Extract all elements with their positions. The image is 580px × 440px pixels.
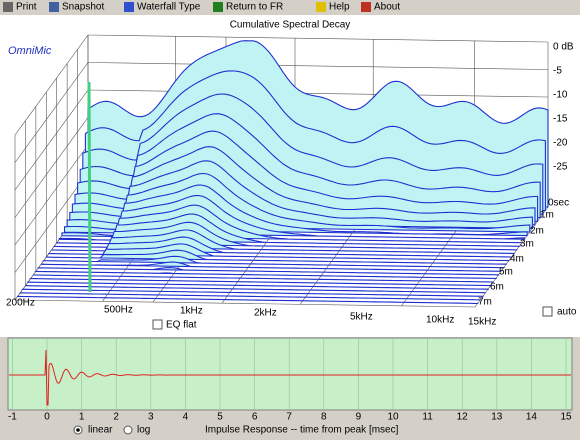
mode-log[interactable]: log <box>137 425 150 436</box>
toolbar-item[interactable]: About <box>374 2 400 13</box>
decay-slice <box>48 243 510 262</box>
impulse-x-label: 2 <box>113 412 119 423</box>
impulse-x-label: 12 <box>457 412 469 423</box>
time-label: 0sec <box>548 198 569 209</box>
mode-linear[interactable]: linear <box>88 425 113 436</box>
impulse-trace <box>9 349 571 406</box>
db-label: -15 <box>553 114 568 125</box>
impulse-x-label: 15 <box>560 412 572 423</box>
time-label: 3m <box>520 239 534 250</box>
marker-line <box>87 81 92 293</box>
impulse-x-label: 4 <box>183 412 189 423</box>
impulse-x-label: 1 <box>79 412 85 423</box>
radio-log[interactable] <box>123 425 133 435</box>
time-label: 2m <box>530 226 544 237</box>
impulse-x-label: 6 <box>252 412 258 423</box>
time-label: 1m <box>540 210 554 221</box>
time-label: 7m <box>478 297 492 308</box>
impulse-x-label: 10 <box>387 412 399 423</box>
decay-slice <box>28 278 493 287</box>
impulse-x-label: 13 <box>491 412 503 423</box>
decay-slice <box>26 281 490 290</box>
auto-label[interactable]: auto <box>557 307 577 318</box>
freq-label: 5kHz <box>350 312 373 323</box>
freq-label: 1kHz <box>180 306 203 317</box>
radio-dot <box>76 428 80 432</box>
freq-label: 200Hz <box>6 298 35 309</box>
time-label: 4m <box>510 254 524 265</box>
toolbar-item[interactable]: Snapshot <box>62 2 104 13</box>
impulse-x-label: 5 <box>217 412 223 423</box>
side-grid <box>14 62 89 163</box>
impulse-x-label: 3 <box>148 412 154 423</box>
toolbar-item[interactable]: Waterfall Type <box>137 2 201 13</box>
db-label: -25 <box>553 162 568 173</box>
toolbar-item[interactable]: Print <box>16 2 37 13</box>
impulse-plot: -1 0 1 2 3 4 5 6 7 8 9 10 11 12 13 14 15 <box>8 339 572 423</box>
waterfall <box>16 40 549 304</box>
floor-grid <box>14 299 476 308</box>
side-grid <box>14 144 89 246</box>
impulse-x-label: 0 <box>44 412 50 423</box>
freq-label: 10kHz <box>426 315 454 326</box>
back-grid <box>87 89 549 98</box>
db-label: -5 <box>553 66 562 77</box>
impulse-caption: Impulse Response -- time from peak [msec… <box>205 425 399 436</box>
toolbar-icon[interactable] <box>316 2 326 12</box>
time-label: 5m <box>499 267 513 278</box>
impulse-x-label: 9 <box>356 412 362 423</box>
freq-label: 500Hz <box>104 305 133 316</box>
decay-slice <box>16 295 479 304</box>
time-label: 6m <box>490 282 504 293</box>
freq-label: 15kHz <box>468 317 496 328</box>
back-grid <box>87 62 549 70</box>
impulse-panel <box>7 337 573 411</box>
decay-slice <box>19 292 481 301</box>
decay-slice <box>51 236 512 258</box>
impulse-x-label: 11 <box>422 412 433 423</box>
brand: OmniMic <box>8 45 52 57</box>
impulse-x-label: 14 <box>526 412 538 423</box>
freq-label: 2kHz <box>254 308 277 319</box>
decay-slice <box>40 261 502 272</box>
decay-slice <box>37 267 500 276</box>
side-grid <box>14 117 89 218</box>
db-label: 0 dB <box>553 42 574 53</box>
toolbar-icon[interactable] <box>3 2 13 12</box>
auto-checkbox[interactable] <box>542 306 553 317</box>
back-grid <box>87 34 549 43</box>
side-grid <box>14 172 89 273</box>
decay-slice <box>41 255 506 269</box>
impulse-x-label: 8 <box>321 412 327 423</box>
impulse-x-label: -1 <box>8 412 17 423</box>
decay-slice <box>25 285 486 294</box>
db-label: -20 <box>553 138 568 149</box>
toolbar-icon[interactable] <box>361 2 371 12</box>
toolbar-icon[interactable] <box>49 2 59 12</box>
side-grid <box>14 34 89 136</box>
decay-slice <box>34 270 498 279</box>
toolbar-icon[interactable] <box>124 2 134 12</box>
toolbar-item[interactable]: Help <box>329 2 350 13</box>
eq-checkbox[interactable] <box>152 319 163 330</box>
impulse-x-label: 7 <box>286 412 292 423</box>
toolbar-icon[interactable] <box>213 2 223 12</box>
decay-slice <box>45 249 508 265</box>
toolbar-item[interactable]: Return to FR <box>226 2 283 13</box>
side-grid <box>14 89 89 191</box>
decay-slice <box>20 288 485 297</box>
decay-slice <box>33 274 494 283</box>
db-label: -10 <box>553 90 568 101</box>
eq-flat-label[interactable]: EQ flat <box>166 320 197 331</box>
plot-title: Cumulative Spectral Decay <box>230 20 351 31</box>
